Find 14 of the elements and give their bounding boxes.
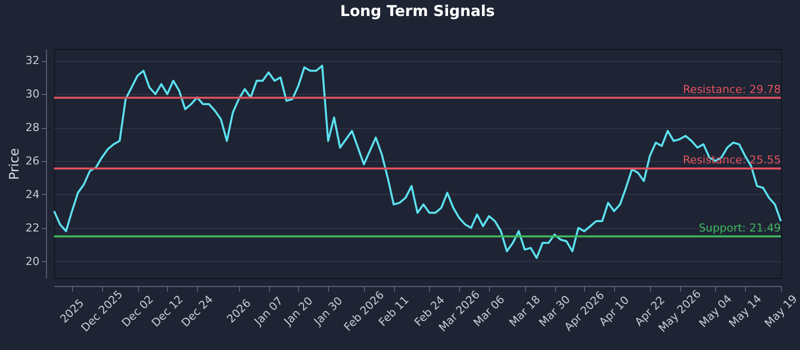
y-tick-label: 28 [26, 121, 40, 134]
y-tick-label: 32 [26, 54, 40, 68]
y-tick-label: 24 [26, 188, 40, 201]
y-tick-label: 26 [26, 154, 40, 168]
y-tick-label: 22 [26, 221, 40, 234]
y-tick-label: 30 [26, 88, 40, 101]
ref-line-label: Resistance: 25.55 [682, 154, 781, 167]
y-tick-label: 20 [26, 254, 40, 268]
ref-line-label: Resistance: 29.78 [682, 82, 781, 96]
chart-title: Long Term Signals [340, 2, 495, 20]
y-axis-title: Price [8, 148, 23, 180]
ref-line-label: Support: 21.49 [698, 221, 781, 234]
line-series [53, 64, 782, 259]
x-tick-label: Jan 07 [251, 294, 286, 329]
